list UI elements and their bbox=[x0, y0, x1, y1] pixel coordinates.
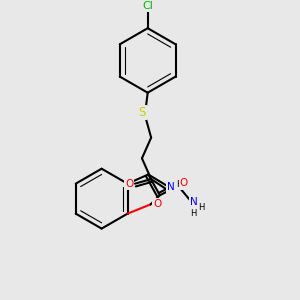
Text: N: N bbox=[167, 182, 175, 192]
Text: Cl: Cl bbox=[142, 1, 153, 11]
Text: N: N bbox=[190, 197, 198, 207]
Text: S: S bbox=[138, 106, 146, 119]
Text: H: H bbox=[177, 180, 183, 189]
Text: O: O bbox=[180, 178, 188, 188]
Text: O: O bbox=[153, 200, 162, 209]
Text: H: H bbox=[190, 209, 196, 218]
Text: O: O bbox=[125, 179, 134, 189]
Text: H: H bbox=[198, 203, 205, 212]
